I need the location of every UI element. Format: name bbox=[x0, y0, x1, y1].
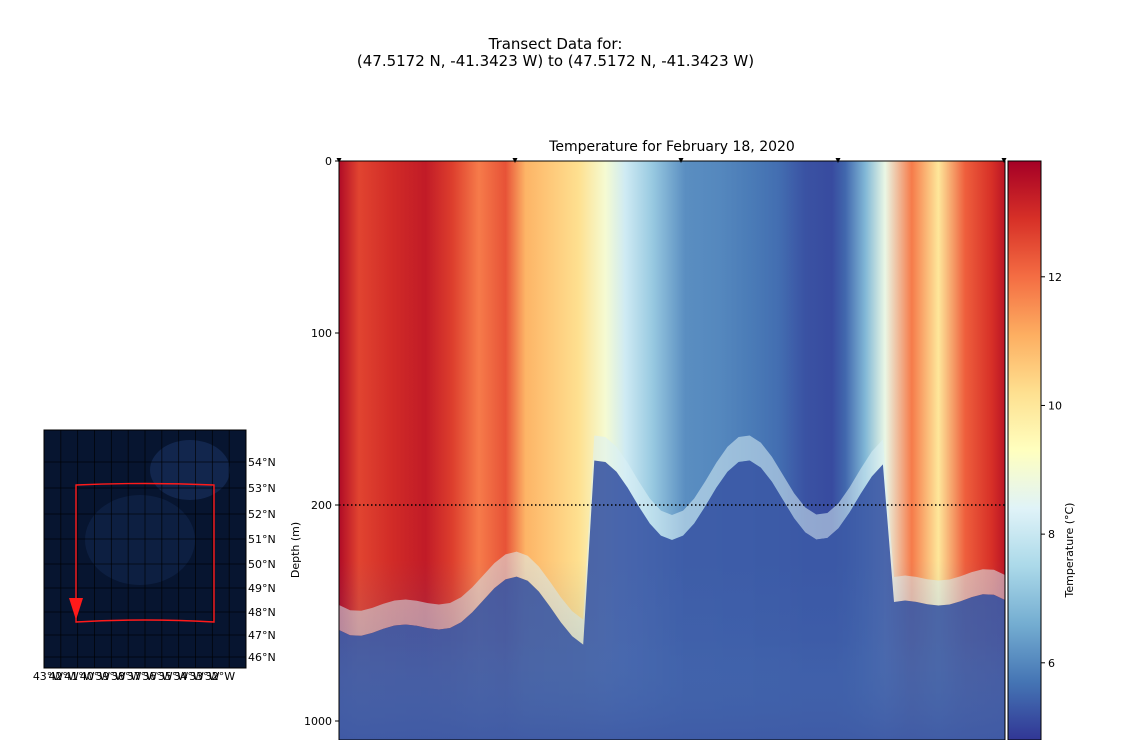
inset-map: 54°N 53°N 52°N 51°N 50°N 49°N 48°N 47°N 46°N 43°… bbox=[33, 429, 276, 683]
section-plot-title: Temperature for February 18, 2020 bbox=[548, 139, 795, 155]
map-longitude-label: 32°W bbox=[205, 670, 235, 683]
depth-tick-label: 1000 bbox=[304, 715, 332, 728]
depth-tick-label: 200 bbox=[311, 499, 332, 512]
colorbar-tick-label: 12 bbox=[1048, 271, 1062, 284]
transect-route bbox=[75, 482, 215, 623]
figure-title-line1: Transect Data for: bbox=[488, 35, 623, 53]
map-longitude-label: 34°W bbox=[174, 670, 204, 683]
map-latitude-label: 49°N bbox=[248, 582, 276, 595]
transect-marker bbox=[1001, 158, 1007, 163]
map-longitude-label: 38°W bbox=[111, 670, 141, 683]
map-frame bbox=[43, 429, 247, 669]
depth-tick-label: 0 bbox=[325, 155, 332, 168]
map-longitude-label: 35°W bbox=[158, 670, 188, 683]
colorbar-tick-label: 6 bbox=[1048, 657, 1055, 670]
transect-markers bbox=[336, 158, 1007, 163]
map-latitude-label: 51°N bbox=[248, 533, 276, 546]
map-latitude-label: 48°N bbox=[248, 606, 276, 619]
map-longitude-labels: 43°W42°W41°W40°W39°W38°W37°W36°W35°W34°W… bbox=[33, 670, 235, 683]
map-longitude-label: 36°W bbox=[142, 670, 172, 683]
map-latitude-labels: 54°N 53°N 52°N 51°N 50°N 49°N 48°N 47°N 46°N bbox=[248, 456, 276, 664]
map-longitude-label: 42°W bbox=[48, 670, 78, 683]
transect-marker bbox=[512, 158, 518, 163]
map-latitude-label: 52°N bbox=[248, 508, 276, 521]
colorbar-tick-label: 8 bbox=[1048, 528, 1055, 541]
map-longitude-label: 43°W bbox=[33, 670, 63, 683]
plot-frame bbox=[338, 160, 1006, 740]
colorbar-tick-label: 10 bbox=[1048, 399, 1062, 412]
depth-axis-label: Depth (m) bbox=[289, 522, 302, 578]
map-longitude-label: 41°W bbox=[64, 670, 94, 683]
map-longitude-label: 33°W bbox=[189, 670, 219, 683]
colorbar-axis: 6 8 10 12 bbox=[1041, 271, 1062, 670]
map-latitude-label: 50°N bbox=[248, 558, 276, 571]
map-longitude-label: 40°W bbox=[80, 670, 110, 683]
colorbar-frame bbox=[1007, 160, 1042, 740]
map-graticule bbox=[44, 430, 246, 668]
map-latitude-label: 54°N bbox=[248, 456, 276, 469]
map-latitude-label: 46°N bbox=[248, 651, 276, 664]
map-latitude-label: 53°N bbox=[248, 482, 276, 495]
deep-shading bbox=[339, 560, 1005, 740]
map-bathymetry-feature bbox=[85, 495, 195, 585]
depth-axis: 0 100 200 1000 bbox=[304, 155, 339, 728]
map-longitude-label: 37°W bbox=[127, 670, 157, 683]
colorbar-label: Temperature (°C) bbox=[1063, 503, 1076, 599]
figure-title-line2: (47.5172 N, -41.3423 W) to (47.5172 N, -… bbox=[356, 52, 755, 70]
route-arrow-icon bbox=[69, 598, 83, 620]
temperature-section-plot bbox=[339, 161, 1005, 740]
colorbar bbox=[1008, 161, 1041, 740]
transect-marker bbox=[835, 158, 841, 163]
map-longitude-label: 39°W bbox=[95, 670, 125, 683]
depth-tick-label: 100 bbox=[311, 327, 332, 340]
map-latitude-label: 47°N bbox=[248, 629, 276, 642]
transect-marker bbox=[678, 158, 684, 163]
